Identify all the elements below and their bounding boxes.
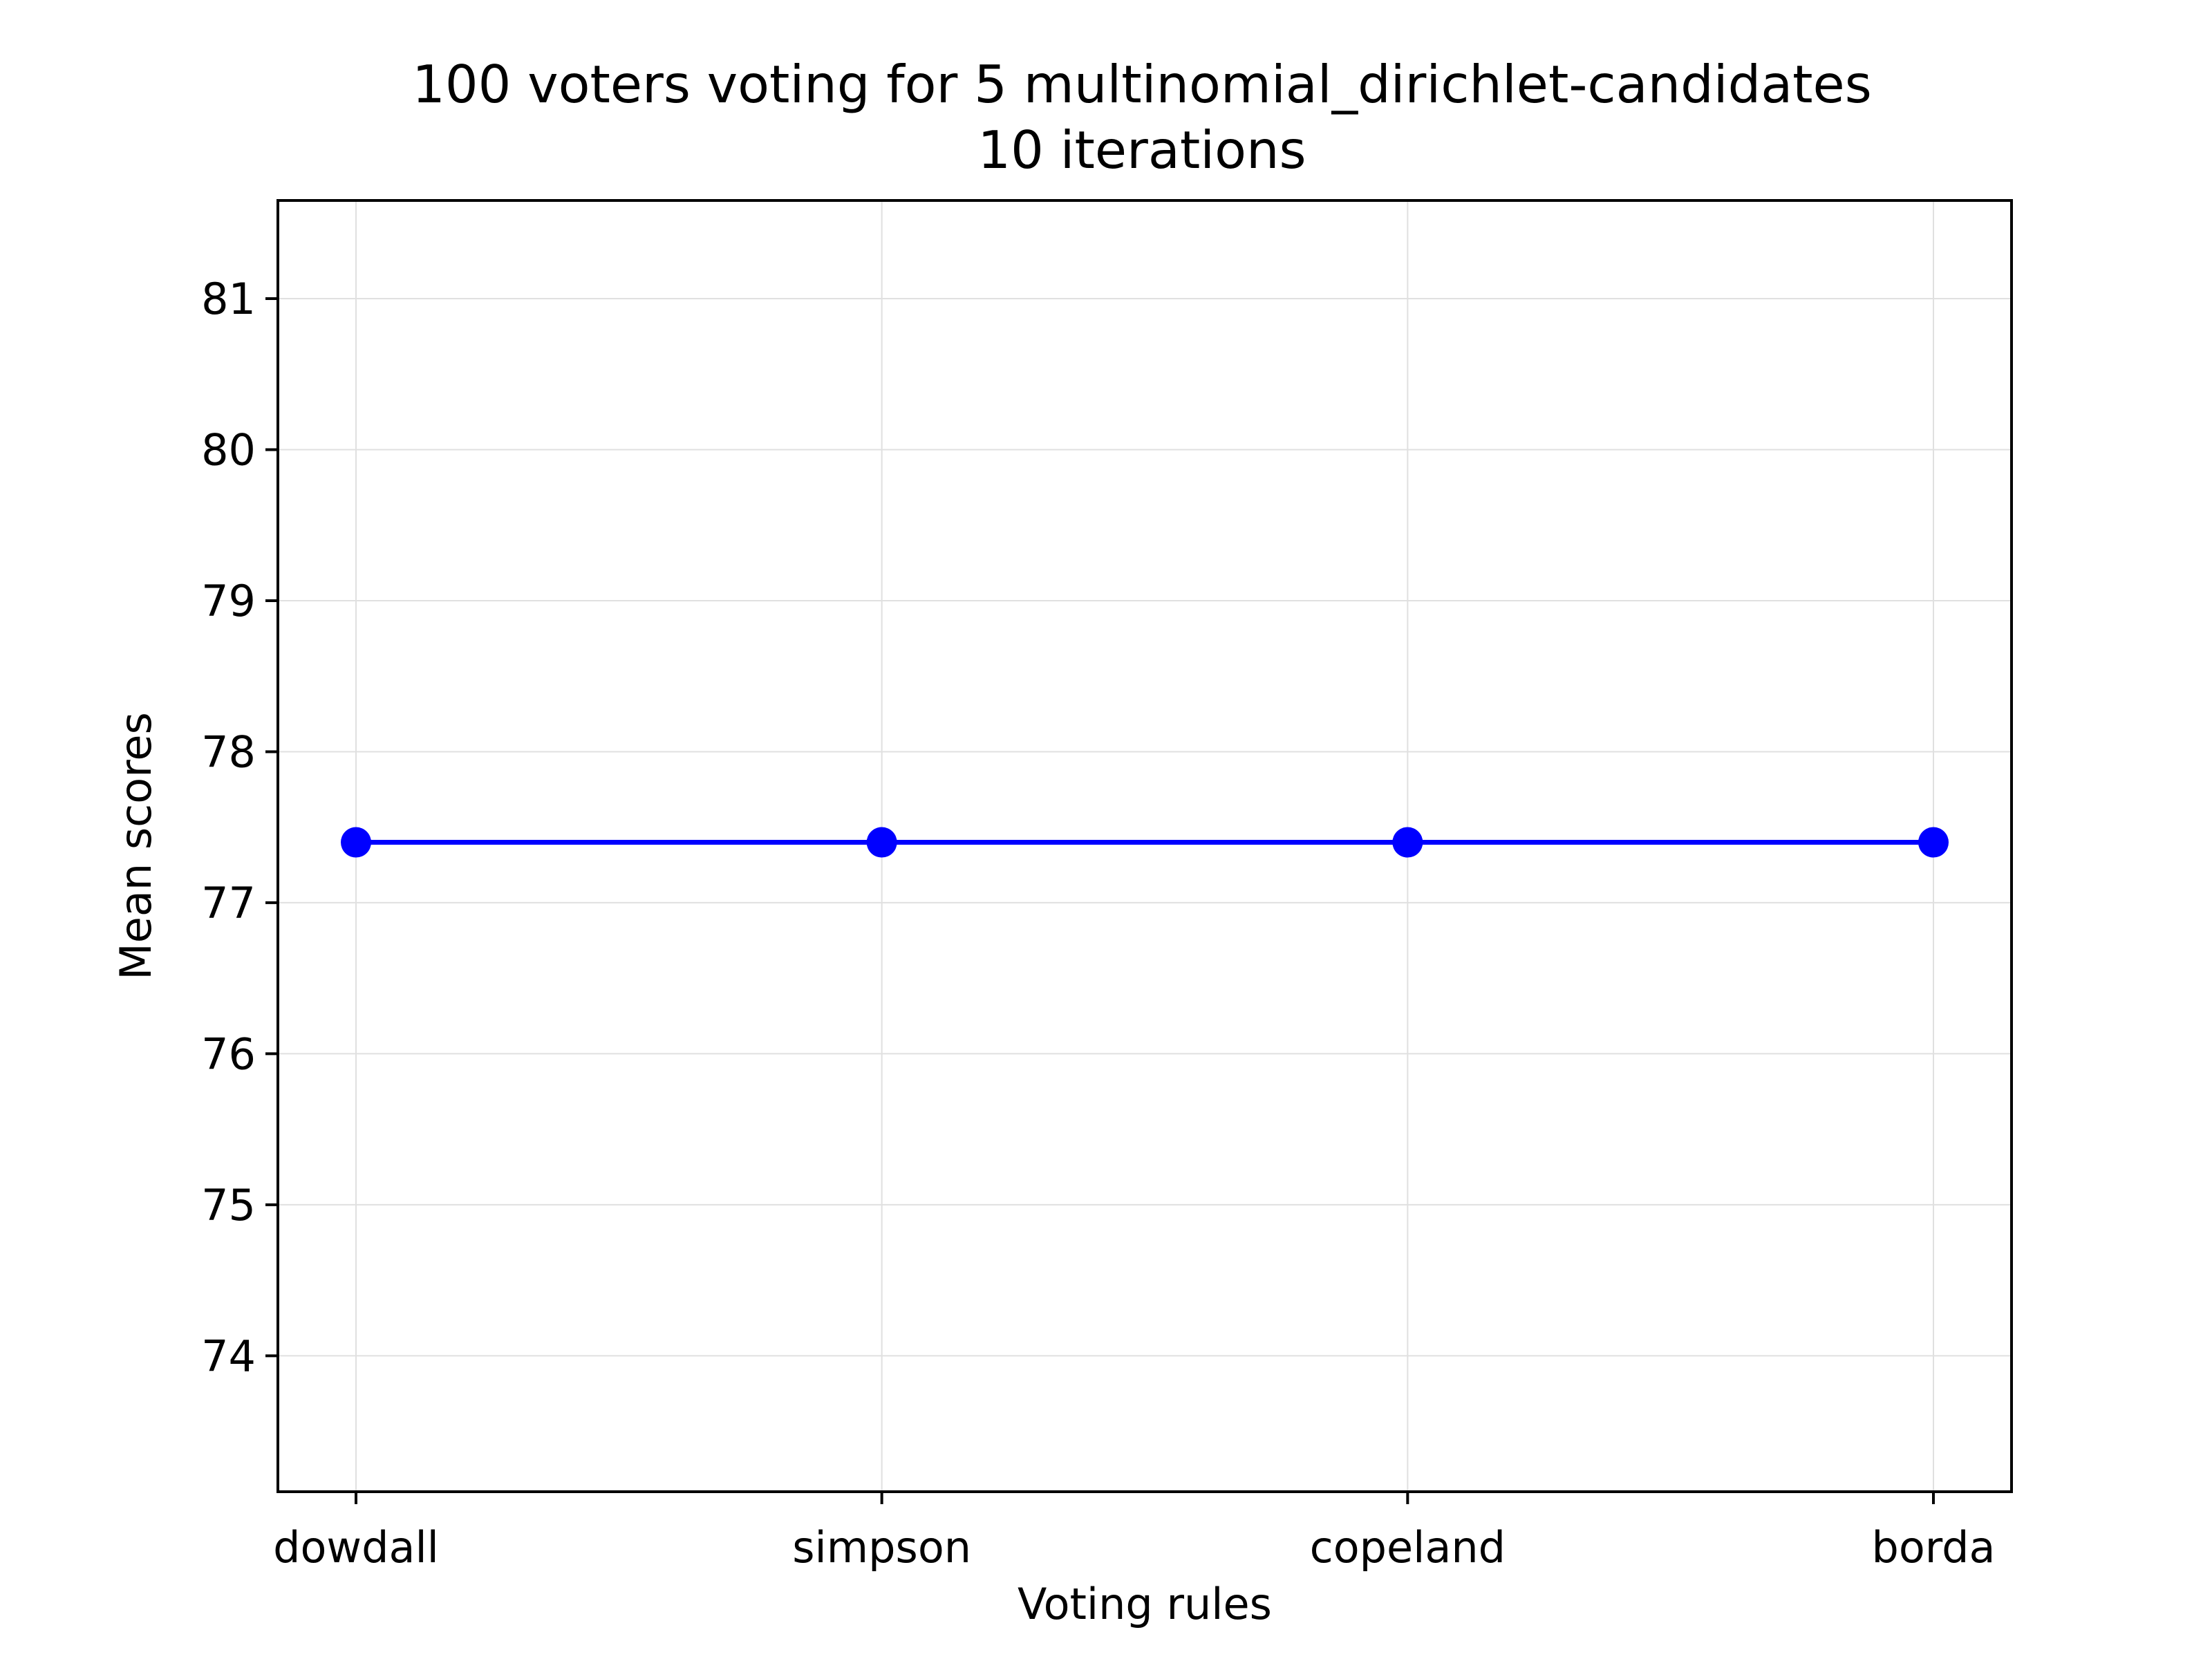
x-tick-label: borda	[1871, 1522, 1995, 1573]
y-tick-label: 76	[201, 1029, 256, 1079]
data-point-borda	[1918, 827, 1949, 858]
y-tick-label: 77	[201, 878, 256, 928]
y-tick-label: 74	[201, 1331, 256, 1381]
y-tick-label: 80	[201, 424, 256, 475]
tick-layer: 74 75 76 77 78 79 80 81 dowdall simpson copeland bo…	[201, 274, 1995, 1573]
y-tick-label: 79	[201, 576, 256, 626]
x-axis-label: Voting rules	[1018, 1579, 1272, 1629]
y-tick-label: 81	[201, 274, 256, 324]
plot-layer	[341, 827, 1949, 858]
y-tick-label: 78	[201, 727, 256, 777]
y-tick-label: 75	[201, 1180, 256, 1230]
plot-frame	[276, 199, 2013, 1493]
x-tick-label: dowdall	[273, 1522, 439, 1573]
x-tick-label: simpson	[792, 1522, 971, 1573]
x-tick-label: copeland	[1310, 1522, 1506, 1573]
data-point-simpson	[866, 827, 897, 858]
data-point-copeland	[1392, 827, 1423, 858]
chart-subtitle: 10 iterations	[977, 120, 1306, 180]
data-point-dowdall	[341, 827, 371, 858]
chart-title: 100 voters voting for 5 multinomial_diri…	[412, 54, 1872, 115]
grid-layer	[278, 200, 2012, 1492]
y-axis-label: Mean scores	[111, 712, 161, 980]
